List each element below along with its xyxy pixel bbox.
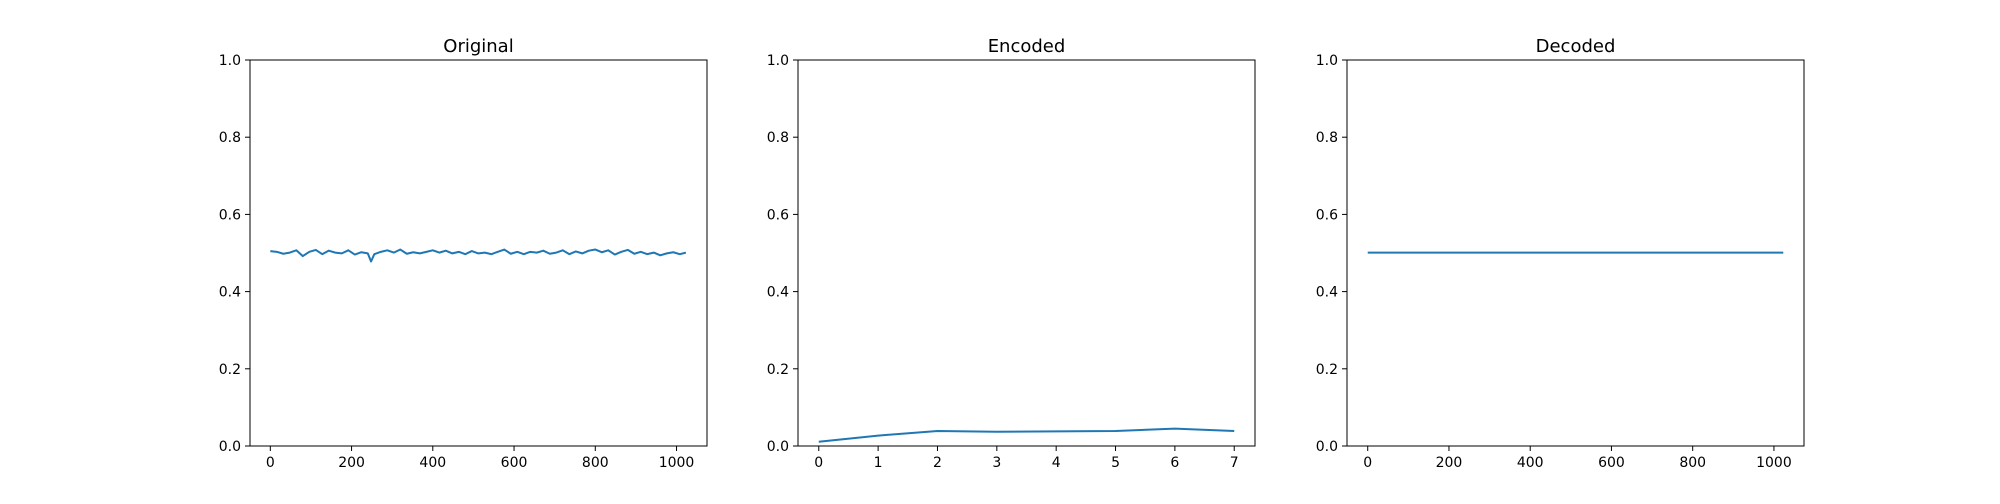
panel-3-x-tick-label: 800 [1679, 455, 1706, 471]
panel-1-y-tick-label: 0.0 [219, 439, 241, 455]
panel-1-y-tick-label: 0.8 [219, 130, 241, 146]
panel-1-y-tick-label: 1.0 [219, 53, 241, 69]
panel-3-x-tick-label: 600 [1598, 455, 1625, 471]
panel-1-title: Original [443, 36, 513, 57]
panel-2-axes-frame [797, 59, 1256, 447]
panel-2-title: Encoded [988, 36, 1066, 57]
panel-2-x-tick-label: 2 [933, 455, 942, 471]
panel-1-x-tick-label: 1000 [659, 455, 695, 471]
panel-3-y-tick-label: 0.0 [1316, 439, 1338, 455]
panel-3-x-tick-label: 1000 [1756, 455, 1792, 471]
panel-1-y-tick-label: 0.2 [219, 362, 241, 378]
panel-2-y-tick-label: 0.0 [767, 439, 789, 455]
panel-3-title: Decoded [1536, 36, 1616, 57]
panel-2-x-tick-label: 3 [992, 455, 1001, 471]
panel-3-y-tick-label: 0.2 [1316, 362, 1338, 378]
panel-2-x-tick-label: 4 [1052, 455, 1061, 471]
panel-2-x-tick-label: 5 [1111, 455, 1120, 471]
panel-2-y-tick-label: 0.8 [767, 130, 789, 146]
panel-2-y-tick-label: 0.4 [767, 285, 789, 301]
panel-3-y-tick-label: 0.4 [1316, 285, 1338, 301]
panel-3-x-tick-label: 400 [1517, 455, 1544, 471]
panel-1-x-tick-label: 800 [582, 455, 609, 471]
panel-1-series-line-1 [270, 248, 687, 263]
panel-2-series-line-1 [818, 427, 1235, 443]
panel-3-y-tick-label: 0.8 [1316, 130, 1338, 146]
panel-2-x-tick-label: 1 [874, 455, 883, 471]
panel-1-axes-frame [249, 59, 708, 447]
panel-1-x-tick-label: 400 [419, 455, 446, 471]
panel-2-x-tick-label: 0 [814, 455, 823, 471]
panel-2-y-tick-label: 0.6 [767, 207, 789, 223]
panel-2-y-tick-label: 0.2 [767, 362, 789, 378]
panel-3-x-tick-label: 200 [1436, 455, 1463, 471]
panel-1-x-tick-label: 0 [266, 455, 275, 471]
panel-1-x-tick-label: 600 [501, 455, 528, 471]
panel-3-x-tick-label: 0 [1363, 455, 1372, 471]
panel-3-y-tick-label: 0.6 [1316, 207, 1338, 223]
panel-1-y-tick-label: 0.6 [219, 207, 241, 223]
panel-2-x-tick-label: 6 [1170, 455, 1179, 471]
panel-1-y-tick-label: 0.4 [219, 285, 241, 301]
panel-1-x-tick-label: 200 [338, 455, 365, 471]
panel-3-y-tick-label: 1.0 [1316, 53, 1338, 69]
panel-3-axes-frame [1346, 59, 1805, 447]
panel-2-y-tick-label: 1.0 [767, 53, 789, 69]
panel-2-x-tick-label: 7 [1230, 455, 1239, 471]
